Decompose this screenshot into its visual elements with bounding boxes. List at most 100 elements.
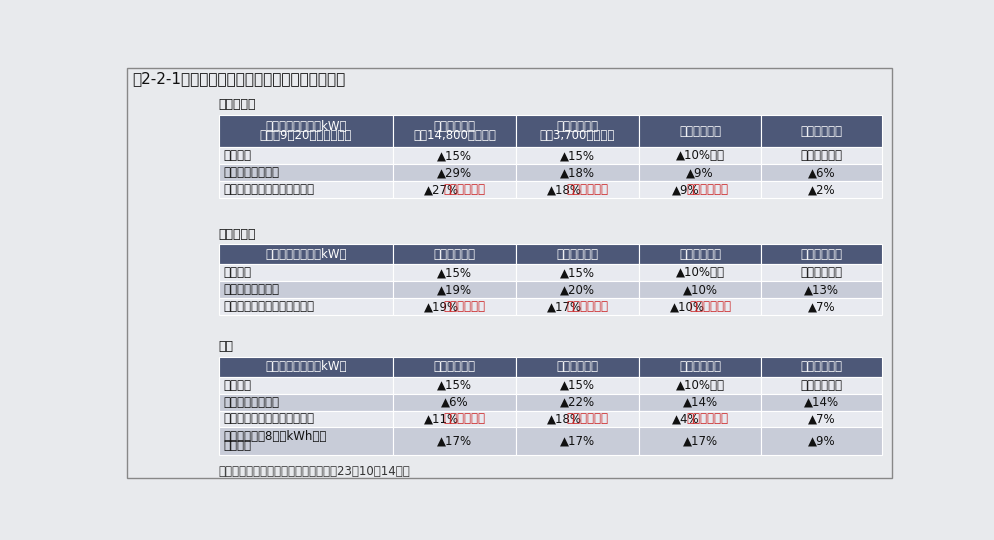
Bar: [219, 377, 394, 394]
Text: 気温が同水準の日同士の比較: 気温が同水準の日同士の比較: [224, 183, 314, 196]
Bar: [394, 377, 516, 394]
Text: 最大ピーク需要（kW）: 最大ピーク需要（kW）: [265, 120, 347, 133]
Bar: [516, 377, 639, 394]
Bar: [219, 147, 394, 164]
Bar: [219, 410, 394, 428]
Text: 関西電力管内: 関西電力管内: [679, 125, 721, 138]
Bar: [516, 428, 639, 455]
Text: 数値目標なし: 数値目標なし: [801, 379, 843, 392]
Bar: [394, 410, 516, 428]
Text: ▲7%: ▲7%: [808, 413, 836, 426]
Text: 東京電力管内: 東京電力管内: [433, 120, 476, 133]
Text: ▲15%: ▲15%: [437, 149, 472, 162]
Text: 気温が同水準の日同士の比較: 気温が同水準の日同士の比較: [224, 413, 314, 426]
Bar: [394, 298, 516, 315]
Text: ▲9%: ▲9%: [808, 435, 836, 448]
Text: （平日9～20時のピーク）: （平日9～20時のピーク）: [259, 129, 352, 142]
Bar: [639, 394, 761, 410]
Text: ▲9%: ▲9%: [686, 166, 714, 179]
Text: ▲6%: ▲6%: [440, 396, 468, 409]
Text: 最大ピーク需要（kW）: 最大ピーク需要（kW）: [265, 360, 347, 373]
Text: 九州電力管内: 九州電力管内: [801, 248, 843, 261]
Text: ▲13%: ▲13%: [804, 283, 839, 296]
Text: （約3,700事業所）: （約3,700事業所）: [540, 129, 615, 142]
Text: ▲15%: ▲15%: [437, 379, 472, 392]
Bar: [761, 147, 883, 164]
Bar: [639, 428, 761, 455]
Bar: [219, 181, 394, 198]
Bar: [394, 428, 516, 455]
Bar: [394, 181, 516, 198]
Text: ▲19%: ▲19%: [424, 300, 459, 313]
Text: 〈目標以上〉: 〈目標以上〉: [567, 413, 608, 426]
Text: 販売電力量（8月のkWh）の: 販売電力量（8月のkWh）の: [224, 430, 327, 443]
Text: 最大ピーク需要（kW）: 最大ピーク需要（kW）: [265, 248, 347, 261]
Bar: [394, 115, 516, 147]
Bar: [761, 164, 883, 181]
Bar: [394, 147, 516, 164]
Bar: [219, 356, 394, 377]
Text: 表2-2-1　最大ピーク需要の数値目標の達成状況: 表2-2-1 最大ピーク需要の数値目標の達成状況: [132, 71, 345, 86]
Text: 〈目標以下〉: 〈目標以下〉: [443, 413, 485, 426]
Text: ▲17%: ▲17%: [683, 435, 718, 448]
Text: ▲10%: ▲10%: [670, 300, 705, 313]
Bar: [219, 394, 394, 410]
Bar: [219, 428, 394, 455]
Text: ▲15%: ▲15%: [437, 266, 472, 279]
Bar: [219, 164, 394, 181]
Bar: [639, 377, 761, 394]
Bar: [761, 298, 883, 315]
Bar: [516, 394, 639, 410]
Bar: [639, 281, 761, 298]
Text: 大口需要家: 大口需要家: [219, 98, 256, 111]
Bar: [761, 428, 883, 455]
Text: ▲17%: ▲17%: [547, 300, 582, 313]
Text: 数値目標なし: 数値目標なし: [801, 266, 843, 279]
Text: 数値目標: 数値目標: [224, 266, 251, 279]
Text: ▲18%: ▲18%: [547, 183, 582, 196]
Text: 東京電力管内: 東京電力管内: [433, 248, 476, 261]
Bar: [761, 281, 883, 298]
Bar: [639, 264, 761, 281]
Text: 九州電力管内: 九州電力管内: [801, 360, 843, 373]
Text: ▲9%: ▲9%: [672, 183, 700, 196]
Text: ▲15%: ▲15%: [560, 149, 594, 162]
Text: 〈目標以上〉: 〈目標以上〉: [443, 300, 485, 313]
Bar: [639, 298, 761, 315]
Text: ▲10%以上: ▲10%以上: [676, 266, 725, 279]
Bar: [394, 164, 516, 181]
Bar: [761, 410, 883, 428]
Text: 〈目標以上〉: 〈目標以上〉: [443, 183, 485, 196]
Bar: [394, 244, 516, 264]
Text: 九州電力管内: 九州電力管内: [801, 125, 843, 138]
Text: ▲15%: ▲15%: [560, 379, 594, 392]
Text: ▲18%: ▲18%: [560, 166, 594, 179]
Bar: [639, 115, 761, 147]
Text: ▲18%: ▲18%: [547, 413, 582, 426]
Text: ▲20%: ▲20%: [560, 283, 594, 296]
Text: ▲15%: ▲15%: [560, 266, 594, 279]
Text: ▲14%: ▲14%: [804, 396, 839, 409]
Text: ▲7%: ▲7%: [808, 300, 836, 313]
Text: ▲2%: ▲2%: [808, 183, 836, 196]
Bar: [761, 181, 883, 198]
Text: 東北電力管内: 東北電力管内: [557, 360, 598, 373]
Text: 小口需要家: 小口需要家: [219, 228, 256, 241]
Text: ▲19%: ▲19%: [437, 283, 472, 296]
Text: 数値目標: 数値目標: [224, 379, 251, 392]
Bar: [394, 281, 516, 298]
Text: ▲10%以上: ▲10%以上: [676, 149, 725, 162]
Text: 対昨年比: 対昨年比: [224, 440, 251, 453]
Text: ▲14%: ▲14%: [683, 396, 718, 409]
Text: ▲11%: ▲11%: [424, 413, 459, 426]
Text: 最大値の対策年比: 最大値の対策年比: [224, 396, 279, 409]
Bar: [516, 410, 639, 428]
Bar: [394, 356, 516, 377]
Bar: [639, 356, 761, 377]
Bar: [516, 147, 639, 164]
Bar: [516, 181, 639, 198]
Bar: [516, 115, 639, 147]
Text: 出典：経済産業省報道発表資料（平成23年10月14日）: 出典：経済産業省報道発表資料（平成23年10月14日）: [219, 465, 411, 478]
Text: 関西電力管内: 関西電力管内: [679, 360, 721, 373]
Text: 関西電力管内: 関西電力管内: [679, 248, 721, 261]
